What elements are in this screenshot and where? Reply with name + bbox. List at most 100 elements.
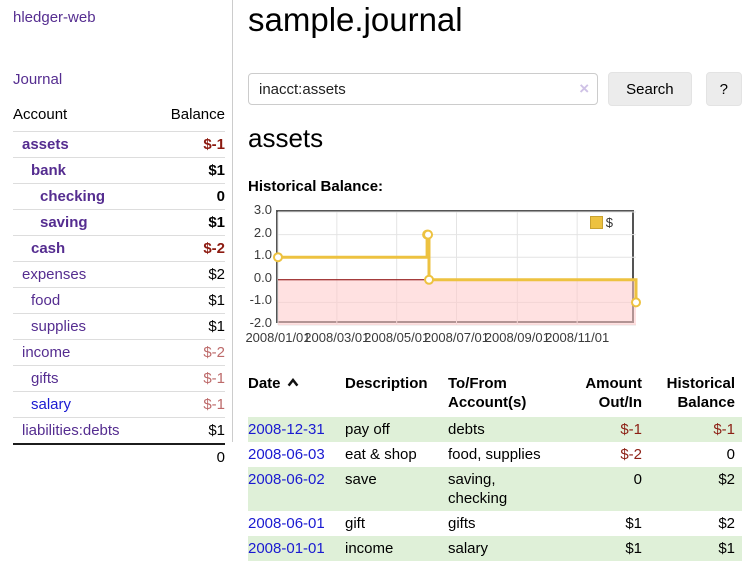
account-balance: 0	[153, 183, 225, 210]
account-link-gifts[interactable]: gifts	[31, 370, 59, 387]
chart-canvas	[273, 211, 641, 326]
account-link-liabilities-debts[interactable]: liabilities:debts	[22, 422, 120, 439]
account-link-assets[interactable]: assets	[22, 136, 69, 153]
account-heading: assets	[248, 123, 324, 153]
register-cell-date: 2008-06-03	[248, 442, 345, 467]
accounts-total-value: 0	[153, 443, 225, 470]
register-row: 2008-12-31 pay off debts $-1 $-1	[248, 417, 742, 442]
register-cell-balance: 0	[726, 446, 735, 463]
account-balance: $1	[153, 417, 225, 444]
transaction-date-link[interactable]: 2008-12-31	[248, 421, 325, 438]
account-link-salary[interactable]: salary	[31, 396, 72, 413]
account-link-checking[interactable]: checking	[40, 188, 106, 205]
register-header-accounts-line1: To/From	[448, 375, 507, 392]
register-header-balance-line2: Balance	[677, 394, 735, 411]
y-axis-tick: 1.0	[253, 247, 272, 263]
y-axis-tick: 3.0	[253, 202, 272, 217]
account-balance: $-2	[153, 339, 225, 366]
register-cell-description: gift	[345, 515, 366, 532]
register-row: 2008-06-02 save saving, checking 0 $2	[248, 467, 742, 511]
chart-legend: $	[589, 215, 613, 230]
register-cell-amount: $1	[625, 540, 642, 557]
register-cell-amount: 0	[633, 471, 642, 488]
register-cell-date: 2008-01-01	[248, 536, 345, 561]
register-cell-accounts: saving, checking	[448, 471, 508, 507]
account-link-income[interactable]: income	[22, 344, 71, 361]
accounts-total-spacer	[13, 443, 154, 470]
register-header-amount-line2: Out/In	[598, 394, 642, 411]
y-axis-tick: -2.0	[249, 315, 272, 330]
register-header-date[interactable]: Date	[248, 372, 345, 417]
register-header-row: Date Description To/From Account(s) Amou…	[248, 372, 742, 417]
account-row: income $-2	[13, 339, 225, 366]
register-cell-accounts: salary	[448, 540, 489, 557]
search-input[interactable]	[248, 73, 599, 105]
account-balance: $-1	[153, 365, 225, 392]
account-row: supplies $1	[13, 313, 225, 340]
search-help-button[interactable]: ?	[705, 72, 742, 106]
app-brand-link[interactable]: hledger-web	[13, 9, 96, 26]
register-cell-date: 2008-12-31	[248, 417, 345, 442]
x-axis-tick: 2008/07/01	[423, 330, 490, 345]
register-cell-accounts: gifts	[448, 515, 476, 532]
nav-journal-link[interactable]: Journal	[13, 71, 63, 88]
account-link-saving[interactable]: saving	[40, 214, 88, 231]
x-axis-tick: 2008/01/01	[245, 330, 311, 345]
register-row: 2008-06-01 gift gifts $1 $2	[248, 511, 742, 536]
page-title: sample.journal	[248, 1, 463, 38]
register-cell-description: save	[345, 471, 377, 488]
register-header-accounts: To/From Account(s)	[448, 372, 560, 417]
register-cell-accounts: food, supplies	[448, 446, 541, 463]
register-cell-balance: $1	[718, 540, 735, 557]
register-row: 2008-06-03 eat & shop food, supplies $-2 0	[248, 442, 742, 467]
x-axis-tick: 2008/05/01	[364, 330, 430, 345]
register-table: Date Description To/From Account(s) Amou…	[248, 372, 742, 561]
account-row: salary $-1	[13, 391, 225, 418]
account-row: food $1	[13, 287, 225, 314]
register-cell-date: 2008-06-02	[248, 467, 345, 511]
account-row: gifts $-1	[13, 365, 225, 392]
clear-search-icon[interactable]: ×	[579, 79, 590, 99]
transaction-date-link[interactable]: 2008-06-03	[248, 446, 325, 463]
register-header-amount-line1: Amount	[585, 375, 642, 392]
search-button[interactable]: Search	[608, 72, 692, 106]
register-header-date-label: Date	[248, 375, 281, 392]
register-header-description-label: Description	[345, 375, 428, 392]
y-axis-tick: 0.0	[253, 269, 272, 285]
sort-ascending-icon	[287, 377, 298, 387]
y-axis-tick: 2.0	[253, 224, 272, 240]
account-link-food[interactable]: food	[31, 292, 61, 309]
account-balance: $1	[153, 209, 225, 236]
account-link-cash[interactable]: cash	[31, 240, 66, 257]
transaction-date-link[interactable]: 2008-01-01	[248, 540, 325, 557]
register-header-accounts-line2: Account(s)	[448, 394, 527, 411]
transaction-date-link[interactable]: 2008-06-01	[248, 515, 325, 532]
accounts-total-row: 0	[13, 443, 225, 470]
accounts-header-account: Account	[13, 106, 68, 123]
register-cell-balance: $-1	[713, 421, 735, 438]
account-balance: $1	[153, 157, 225, 184]
accounts-header-balance: Balance	[170, 106, 225, 123]
balance-chart: $ 3.0 2.0 1.0 0.0 -1.0 -2.0 2008/01/01 2008/03…	[245, 202, 742, 348]
register-cell-description: income	[345, 540, 394, 557]
account-balance: $1	[153, 313, 225, 340]
account-row: saving $1	[13, 209, 225, 236]
legend-label: $	[605, 215, 613, 230]
transaction-date-link[interactable]: 2008-06-02	[248, 471, 325, 488]
account-link-bank[interactable]: bank	[31, 162, 67, 179]
search-input-wrap: ×	[248, 73, 599, 105]
register-header-balance-line1: Historical	[666, 375, 735, 392]
register-cell-description: eat & shop	[345, 446, 417, 463]
account-link-expenses[interactable]: expenses	[22, 266, 87, 283]
account-link-supplies[interactable]: supplies	[31, 318, 87, 335]
account-row: cash $-2	[13, 235, 225, 262]
account-row: expenses $2	[13, 261, 225, 288]
account-balance: $2	[153, 261, 225, 288]
chart-plot-area[interactable]: $	[273, 210, 641, 326]
register-cell-amount: $-2	[620, 446, 642, 463]
register-cell-balance: $2	[718, 471, 735, 488]
account-row: liabilities:debts $1	[13, 417, 225, 444]
accounts-table: Account Balance assets $-1 bank $1 checking 0…	[13, 103, 225, 470]
account-row: checking 0	[13, 183, 225, 210]
register-cell-accounts: debts	[448, 421, 485, 438]
